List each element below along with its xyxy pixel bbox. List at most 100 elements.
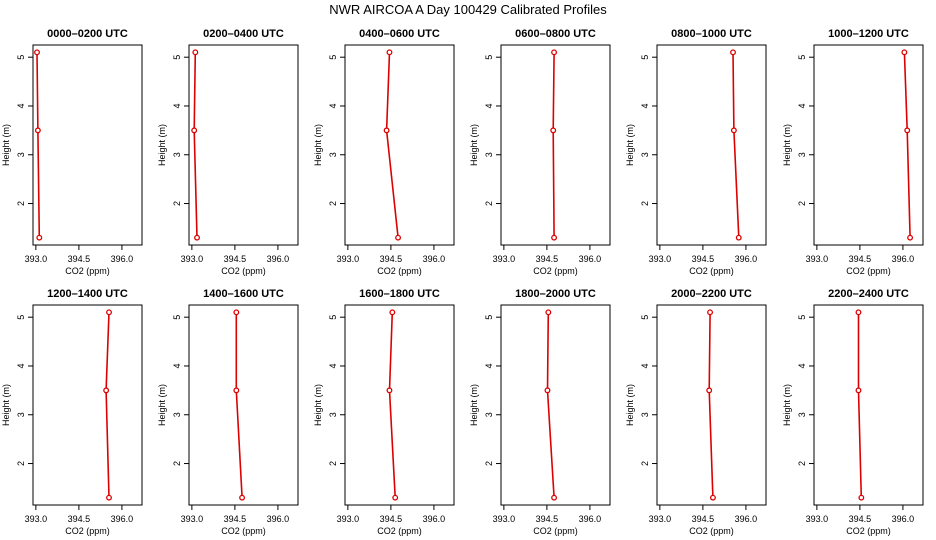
data-point: [103, 387, 110, 394]
x-tick-label: 396.0: [735, 514, 758, 524]
x-tick-label: 394.5: [224, 254, 247, 264]
x-tick-label: 396.0: [579, 514, 602, 524]
x-tick-label: 396.0: [579, 254, 602, 264]
data-point: [106, 494, 112, 501]
data-point: [106, 309, 112, 316]
profile-line: [235, 312, 243, 498]
y-tick-label: 4: [797, 103, 807, 108]
data-point: [239, 494, 246, 501]
x-tick-label: 396.0: [423, 514, 446, 524]
y-tick-label: 4: [328, 363, 338, 368]
y-tick-label: 4: [328, 103, 338, 108]
y-tick-label: 2: [484, 201, 494, 206]
plot-frame: [188, 44, 299, 246]
x-tick-label: 394.5: [692, 254, 715, 264]
data-point: [395, 234, 402, 241]
y-axis-label: Height (m): [1, 124, 11, 166]
x-axis-label: CO2 (ppm): [377, 526, 422, 536]
y-tick-label: 3: [16, 412, 26, 417]
x-axis-label: CO2 (ppm): [377, 266, 422, 276]
data-point: [545, 309, 552, 316]
data-point: [233, 309, 240, 316]
y-tick-label: 2: [328, 201, 338, 206]
y-tick-label: 4: [172, 363, 182, 368]
plot-frame: [32, 44, 143, 246]
panel-title: 0600–0800 UTC: [515, 28, 596, 40]
profile-line: [732, 52, 740, 238]
x-tick-label: 394.5: [380, 254, 403, 264]
x-tick-label: 396.0: [111, 254, 134, 264]
data-point: [707, 309, 714, 316]
y-tick-label: 2: [640, 461, 650, 466]
x-tick-label: 393.0: [493, 254, 516, 264]
plot-frame: [656, 44, 767, 246]
panel-title: 1400–1600 UTC: [203, 288, 284, 300]
profile-panel: 1200–1400 UTC 393.0 394.5 396.0 2 3 4 5 CO2 (ppm…: [1, 288, 143, 536]
x-tick-label: 394.5: [692, 514, 715, 524]
x-axis-label: CO2 (ppm): [65, 526, 110, 536]
profile-line: [708, 312, 714, 498]
profile-panel: 1400–1600 UTC 393.0 394.5 396.0 2 3 4 5 CO2 (ppm…: [157, 288, 299, 536]
profile-line: [903, 52, 911, 238]
profile-panel: 1600–1800 UTC 393.0 394.5 396.0 2 3 4 5 CO2 (ppm…: [313, 288, 455, 536]
x-tick-label: 396.0: [735, 254, 758, 264]
y-tick-label: 4: [640, 103, 650, 108]
y-axis-label: Height (m): [782, 384, 792, 426]
y-tick-label: 5: [797, 55, 807, 60]
panel-title: 0000–0200 UTC: [47, 28, 128, 40]
plot-frame: [188, 304, 299, 506]
panel-title: 0400–0600 UTC: [359, 28, 440, 40]
panel-title: 0800–1000 UTC: [671, 28, 752, 40]
profile-line: [385, 52, 399, 238]
y-tick-label: 5: [172, 55, 182, 60]
data-point: [192, 49, 199, 56]
data-point: [551, 494, 558, 501]
y-tick-label: 2: [484, 461, 494, 466]
profile-panel: 0000–0200 UTC 393.0 394.5 396.0 2 3 4 5 CO2 (ppm…: [1, 28, 143, 276]
page-title: NWR AIRCOA A Day 100429 Calibrated Profi…: [329, 2, 607, 17]
y-tick-label: 3: [797, 412, 807, 417]
data-point: [34, 49, 40, 56]
y-tick-label: 5: [484, 55, 494, 60]
x-tick-label: 393.0: [337, 514, 360, 524]
panel-title: 1200–1400 UTC: [47, 288, 128, 300]
panel-title: 1600–1800 UTC: [359, 288, 440, 300]
y-axis-label: Height (m): [157, 124, 167, 166]
y-tick-label: 5: [172, 315, 182, 320]
y-tick-label: 3: [328, 152, 338, 157]
y-tick-label: 2: [16, 201, 26, 206]
y-tick-label: 5: [797, 315, 807, 320]
profile-panel: 1800–2000 UTC 393.0 394.5 396.0 2 3 4 5 CO2 (ppm…: [469, 288, 611, 536]
x-tick-label: 394.5: [224, 514, 247, 524]
x-tick-label: 396.0: [892, 514, 915, 524]
x-tick-label: 393.0: [806, 254, 829, 264]
x-axis-label: CO2 (ppm): [221, 266, 266, 276]
y-tick-label: 4: [640, 363, 650, 368]
x-tick-label: 394.5: [536, 514, 559, 524]
y-tick-label: 3: [16, 152, 26, 157]
y-tick-label: 4: [172, 103, 182, 108]
y-axis-label: Height (m): [782, 124, 792, 166]
data-point: [383, 127, 390, 134]
x-axis-label: CO2 (ppm): [221, 526, 266, 536]
data-point: [709, 494, 716, 501]
data-point: [730, 49, 736, 56]
x-tick-label: 393.0: [337, 254, 360, 264]
y-tick-label: 3: [640, 412, 650, 417]
data-point: [730, 127, 737, 134]
data-point: [551, 49, 558, 56]
y-tick-label: 2: [640, 201, 650, 206]
y-tick-label: 5: [328, 315, 338, 320]
y-tick-label: 4: [16, 363, 26, 368]
profile-panel: 2000–2200 UTC 393.0 394.5 396.0 2 3 4 5 CO2 (ppm…: [625, 288, 767, 536]
y-tick-label: 3: [640, 152, 650, 157]
panel-title: 0200–0400 UTC: [203, 28, 284, 40]
plot-frame: [500, 304, 611, 506]
data-point: [855, 309, 862, 316]
data-point: [907, 234, 914, 241]
y-tick-label: 5: [640, 55, 650, 60]
y-tick-label: 5: [640, 315, 650, 320]
y-tick-label: 2: [797, 201, 807, 206]
y-axis-label: Height (m): [625, 384, 635, 426]
